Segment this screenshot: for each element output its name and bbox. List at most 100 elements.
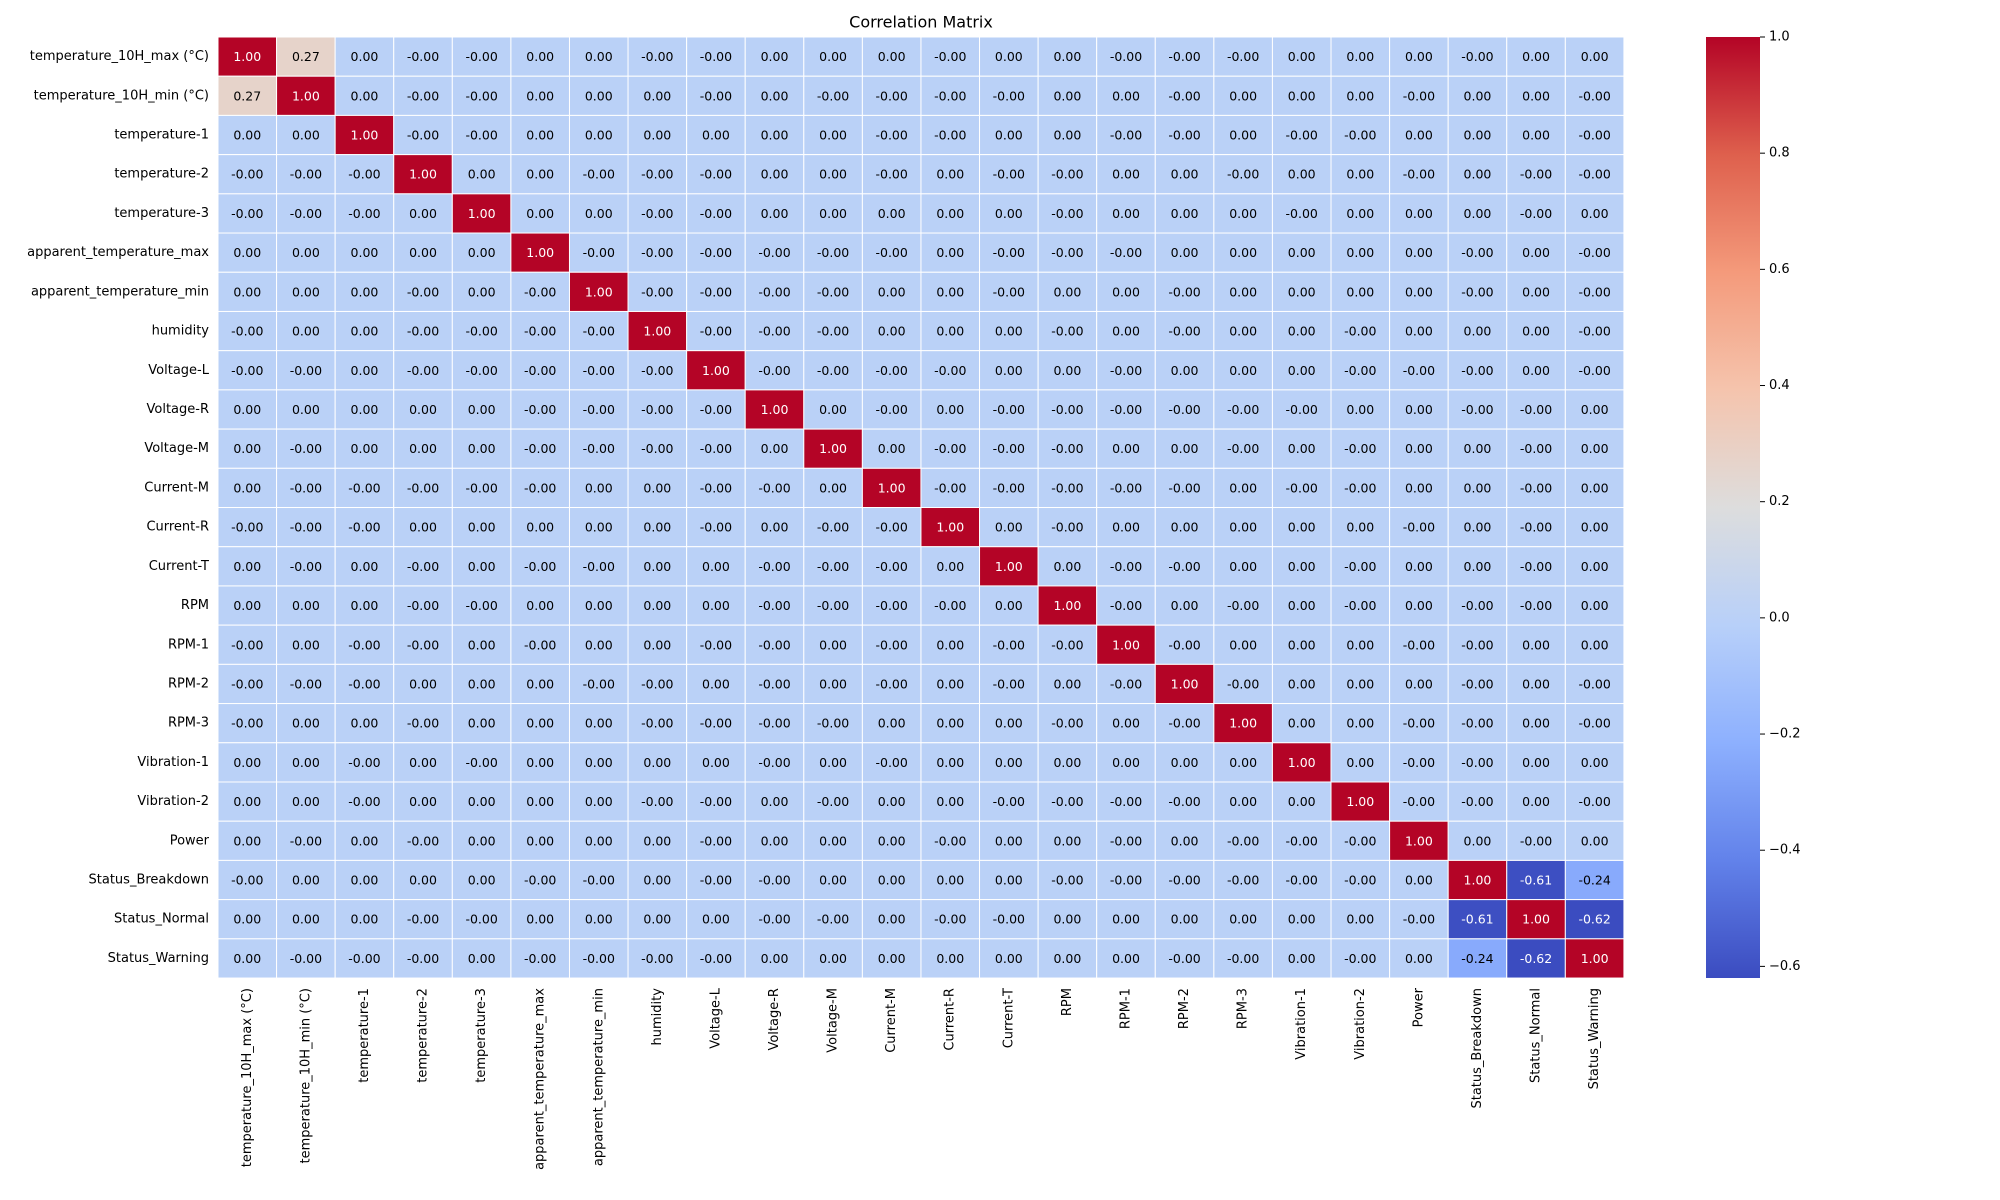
cell-value-label: -0.00	[700, 324, 732, 339]
cell-value-label: -0.00	[758, 598, 790, 613]
cell-value-label: -0.00	[1168, 128, 1200, 143]
cell-value-label: 0.00	[409, 206, 437, 221]
cell-value-label: 0.00	[819, 676, 847, 691]
cell-value-label: 0.00	[936, 245, 964, 260]
heatmap-cell	[1389, 703, 1449, 744]
heatmap-cell	[217, 114, 278, 156]
cell-value-label: 0.00	[936, 206, 964, 221]
cell-value-label: 0.00	[1522, 88, 1550, 103]
cell-value-label: -0.00	[875, 559, 907, 574]
cell-value-label: -0.00	[641, 167, 673, 182]
cell-value-label: -0.61	[1461, 912, 1493, 927]
column-label: Voltage-M	[826, 988, 841, 1053]
cell-value-label: -0.00	[993, 402, 1025, 417]
heatmap-cell	[568, 75, 629, 116]
heatmap-cell	[744, 781, 805, 822]
heatmap-cell	[1271, 310, 1332, 352]
heatmap-cell	[1564, 781, 1625, 822]
cell-value-label: 0.00	[761, 794, 789, 809]
heatmap-cell	[627, 938, 688, 979]
cell-value-label: -0.00	[758, 755, 790, 770]
cell-value-label: -0.00	[993, 912, 1025, 927]
cell-value-label: 0.00	[761, 951, 789, 966]
heatmap-cell	[1271, 585, 1332, 626]
cell-value-label: 0.00	[1405, 128, 1433, 143]
heatmap-cell	[568, 193, 629, 234]
cell-value-label: -0.00	[583, 167, 615, 182]
cell-value-label: -0.00	[1520, 480, 1552, 495]
cell-value-label: 0.00	[1405, 441, 1433, 456]
heatmap-cell	[1213, 820, 1273, 861]
heatmap-cell	[627, 36, 688, 77]
cell-value-label: -0.00	[524, 873, 556, 888]
cell-value-label: -0.00	[934, 912, 966, 927]
cell-value-label: 0.00	[526, 794, 554, 809]
cell-value-label: -0.00	[583, 676, 615, 691]
cell-value-label: -0.00	[290, 206, 322, 221]
column-label: RPM-2	[1177, 988, 1192, 1029]
heatmap-cell	[334, 75, 395, 116]
cell-value-label: -0.00	[1168, 951, 1200, 966]
cell-value-label: 0.00	[1053, 88, 1081, 103]
cell-value-label: -0.00	[1110, 128, 1142, 143]
cell-value-label: 0.00	[1112, 755, 1140, 770]
cell-value-label: -0.00	[1110, 833, 1142, 848]
heatmap-cell	[393, 154, 453, 195]
cell-value-label: 0.00	[643, 480, 671, 495]
cell-value-label: -0.00	[758, 363, 790, 378]
cell-value-label: -0.00	[700, 951, 732, 966]
column-label: Status_Breakdown	[1470, 988, 1485, 1108]
heatmap-cell	[803, 546, 863, 587]
heatmap-cell	[451, 310, 512, 352]
heatmap-cell	[1564, 820, 1625, 861]
cell-value-label: -0.00	[1578, 324, 1610, 339]
cell-value-label: 0.00	[878, 49, 906, 64]
row-label: Current-M	[144, 480, 209, 495]
cell-value-label: -0.00	[348, 951, 380, 966]
cell-value-label: 0.00	[351, 598, 379, 613]
cell-value-label: -0.00	[1403, 716, 1435, 731]
cell-value-label: 0.00	[1346, 402, 1374, 417]
cell-value-label: 0.00	[1229, 128, 1257, 143]
heatmap-cell	[1037, 350, 1098, 391]
heatmap-cell	[1447, 114, 1508, 156]
cell-value-label: 1.00	[878, 480, 906, 495]
heatmap-cell	[217, 507, 278, 548]
heatmap-cell	[1154, 820, 1215, 861]
cell-value-label: 0.00	[936, 402, 964, 417]
heatmap-cell	[1447, 624, 1508, 665]
cell-value-label: 0.00	[1581, 755, 1609, 770]
heatmap-cell	[686, 624, 746, 665]
heatmap-cell	[979, 193, 1039, 234]
heatmap-cell	[686, 938, 746, 979]
cell-value-label: 1.00	[1171, 676, 1199, 691]
cell-value-label: 0.00	[936, 324, 964, 339]
heatmap-cell	[627, 467, 688, 509]
row-label: temperature-1	[114, 128, 209, 143]
heatmap-cell	[217, 938, 278, 979]
cell-value-label: -0.00	[524, 284, 556, 299]
cell-value-label: 0.00	[468, 167, 496, 182]
cell-value-label: -0.00	[1578, 167, 1610, 182]
heatmap-cell	[510, 899, 570, 940]
cell-value-label: 0.00	[1112, 284, 1140, 299]
heatmap-cell	[1564, 193, 1625, 234]
cell-value-label: -0.00	[407, 363, 439, 378]
cell-value-label: -0.00	[1403, 755, 1435, 770]
cell-value-label: 0.00	[1464, 520, 1492, 535]
heatmap-cell	[686, 663, 746, 705]
cell-value-label: -0.00	[1403, 363, 1435, 378]
heatmap-cell	[1154, 507, 1215, 548]
cell-value-label: 0.00	[643, 755, 671, 770]
heatmap-cell	[217, 703, 278, 744]
cell-value-label: -0.00	[290, 441, 322, 456]
cell-value-label: 0.00	[292, 402, 320, 417]
cell-value-label: -0.00	[641, 441, 673, 456]
heatmap-cell	[979, 703, 1039, 744]
heatmap-cell	[627, 193, 688, 234]
cell-value-label: -0.00	[1344, 559, 1376, 574]
cell-value-label: -0.00	[407, 912, 439, 927]
heatmap-cell	[276, 389, 336, 430]
heatmap-cell	[276, 271, 336, 312]
cell-value-label: 0.00	[702, 559, 730, 574]
